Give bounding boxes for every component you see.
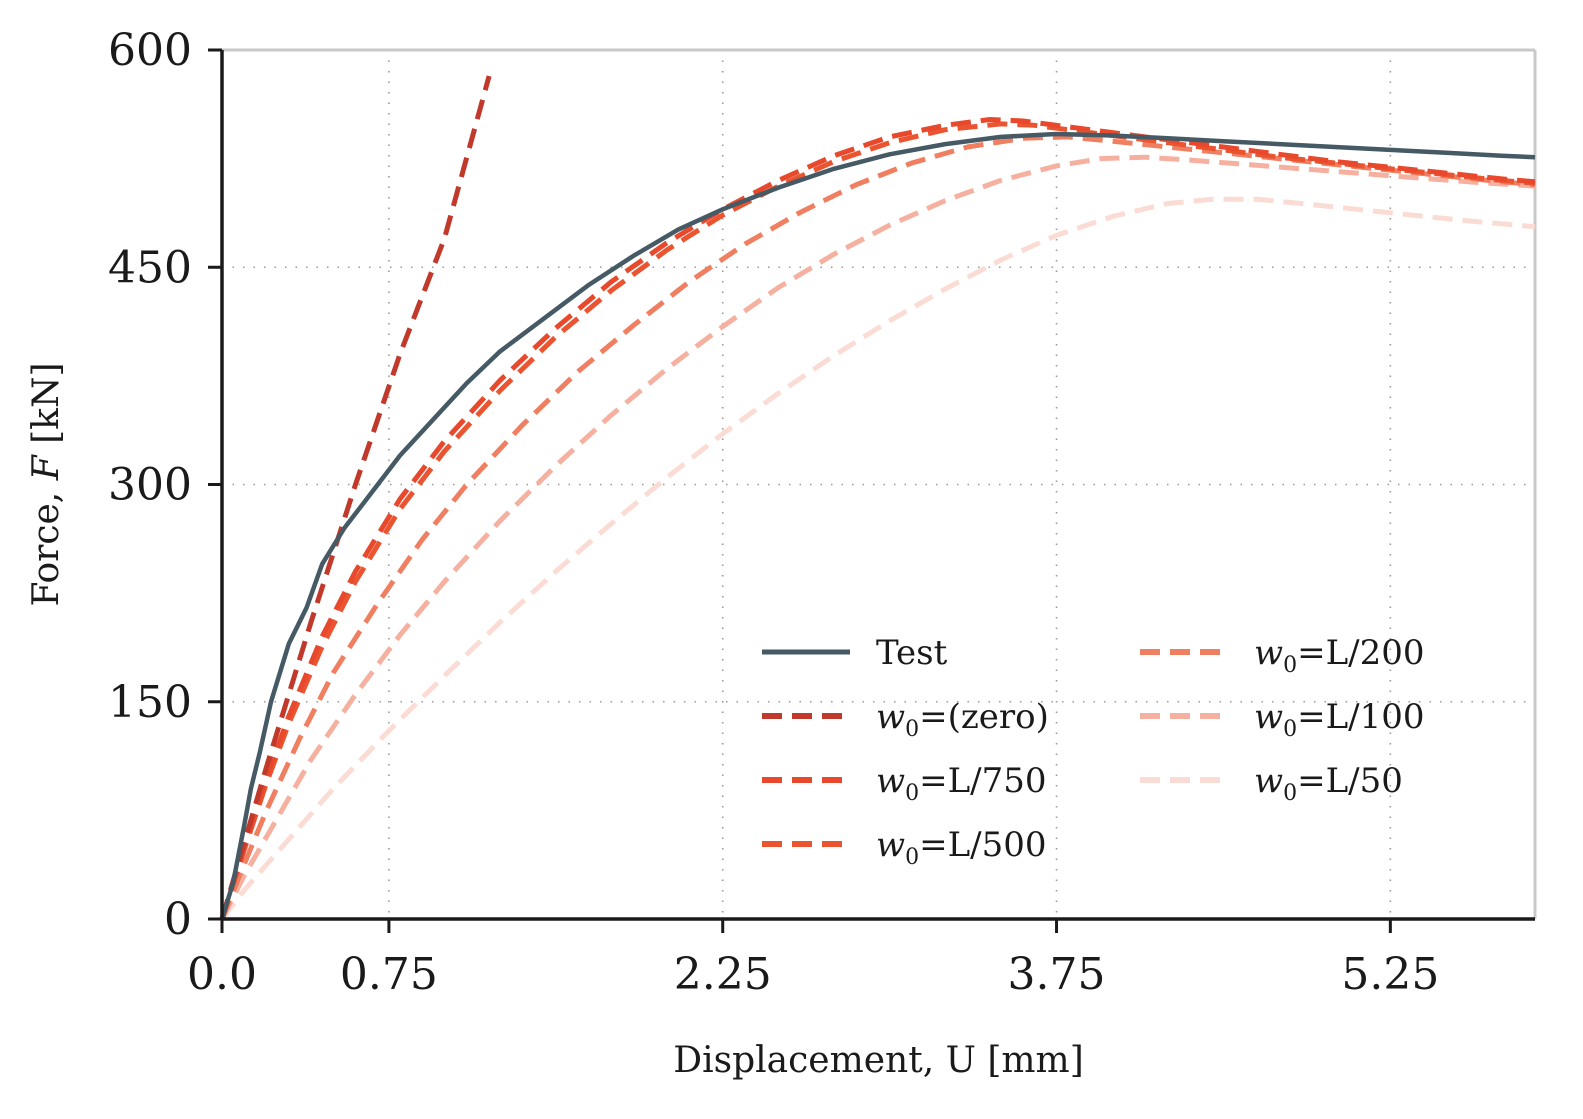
legend-var: w xyxy=(876,761,905,801)
legend-label: w0=L/200 xyxy=(1254,633,1425,678)
legend-label: Test xyxy=(876,633,948,673)
series-line-w0-zero- xyxy=(219,75,492,920)
legend-sub: 0 xyxy=(1283,717,1297,742)
legend-sub: 0 xyxy=(1283,653,1297,678)
y-axis-label-prefix: Force, xyxy=(26,480,67,606)
x-tick-label: 0.75 xyxy=(340,949,438,1000)
legend-sub: 0 xyxy=(905,781,919,806)
legend-label: w0=L/750 xyxy=(876,761,1047,806)
y-tick-label: 600 xyxy=(108,25,192,76)
series-line-w0-l-50 xyxy=(220,196,1536,921)
legend-text: =L/100 xyxy=(1297,697,1424,737)
legend-var: w xyxy=(1254,697,1283,737)
y-axis-label-suffix: [kN] xyxy=(26,362,67,455)
legend-sub: 0 xyxy=(905,717,919,742)
legend-text: =L/200 xyxy=(1297,633,1424,673)
legend-label: w0=L/50 xyxy=(1254,761,1403,806)
legend-var: w xyxy=(876,825,905,865)
y-axis-label: Force, F [kN] xyxy=(26,362,67,606)
legend-var: w xyxy=(1254,633,1283,673)
x-tick-label: 2.25 xyxy=(674,949,772,1000)
x-axis-label: Displacement, U [mm] xyxy=(673,1040,1083,1081)
y-tick-label: 450 xyxy=(108,242,192,293)
series-line-w0-l-200 xyxy=(219,134,1536,920)
ticks: 0.0 0.75 2.25 3.75 5.25 0 150 300 450 600 xyxy=(108,25,1439,1000)
series-line-w0-l-750 xyxy=(219,117,1536,920)
y-tick-label: 150 xyxy=(108,677,192,728)
y-tick-label: 300 xyxy=(108,460,192,511)
series-line-test xyxy=(219,131,1536,920)
x-tick-label: 0.0 xyxy=(187,949,257,1000)
legend-text: =(zero) xyxy=(919,697,1049,737)
y-tick-label: 0 xyxy=(164,894,192,945)
legend-var: w xyxy=(876,697,905,737)
x-tick-label: 5.25 xyxy=(1341,949,1439,1000)
legend-text: =L/50 xyxy=(1297,761,1403,801)
legend-sub: 0 xyxy=(905,845,919,870)
legend-var: w xyxy=(1254,761,1283,801)
series-line-w0-l-100 xyxy=(219,154,1536,921)
axes-frame xyxy=(222,48,1537,919)
legend-sub: 0 xyxy=(1283,781,1297,806)
legend-text: =L/750 xyxy=(919,761,1046,801)
legend-label: w0=L/500 xyxy=(876,825,1047,870)
y-axis-label-var: F xyxy=(26,453,67,481)
x-tick-label: 3.75 xyxy=(1008,949,1106,1000)
legend-text: =L/500 xyxy=(919,825,1046,865)
legend-label: w0=(zero) xyxy=(876,697,1049,742)
legend-label: w0=L/100 xyxy=(1254,697,1425,742)
series-layer xyxy=(219,75,1536,921)
legend: Testw0=(zero)w0=L/750w0=L/500w0=L/200w0=… xyxy=(762,633,1425,870)
